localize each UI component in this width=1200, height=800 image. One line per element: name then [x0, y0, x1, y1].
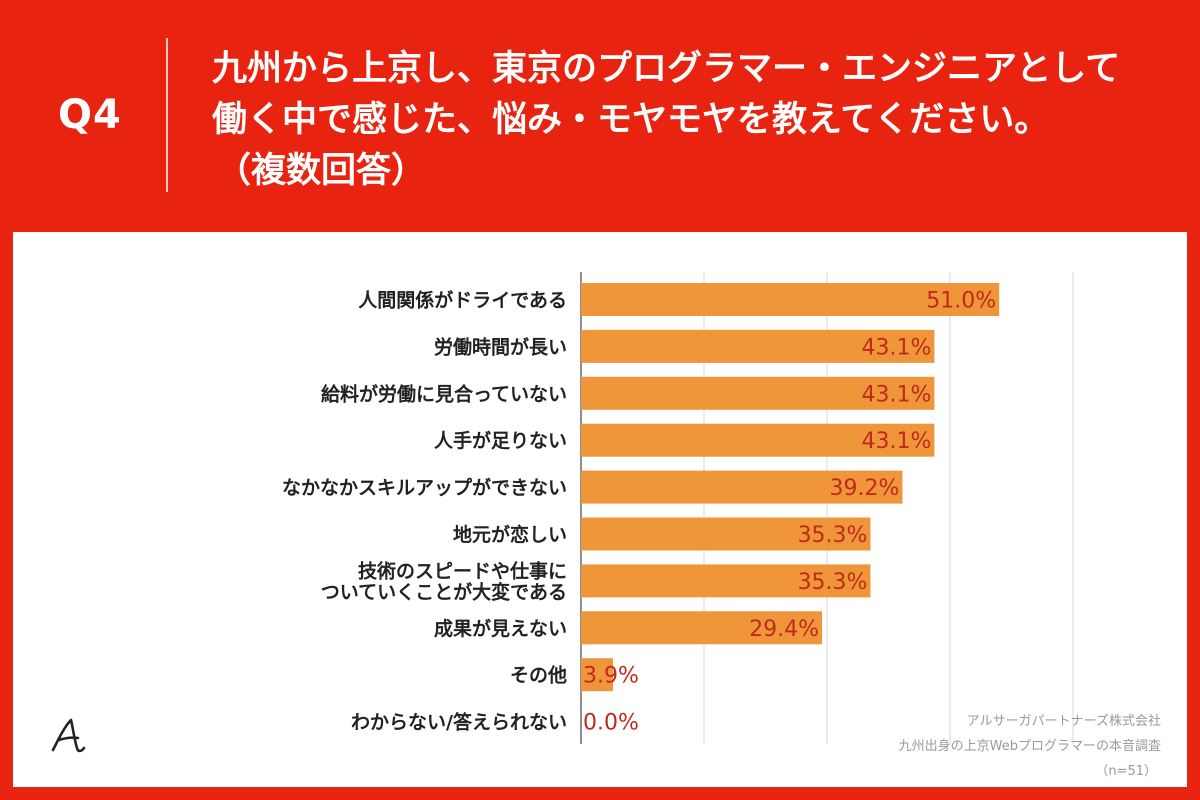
value-label: 43.1%: [862, 382, 932, 407]
category-label: 成果が見えない: [434, 617, 567, 640]
category-label: わからない/答えられない: [351, 711, 567, 734]
category-label: 人間関係がドライである: [358, 289, 567, 312]
value-label: 35.3%: [798, 523, 868, 548]
category-label: 技術のスピードや仕事についていくことが大変である: [321, 559, 567, 603]
bar: [581, 329, 935, 363]
value-label: 29.4%: [749, 617, 819, 642]
bar: [581, 423, 935, 457]
category-label: 人手が足りない: [434, 429, 567, 452]
question-header: Q4 九州から上京し、東京のプログラマー・エンジニアとして 働く中で感じた、悩み…: [0, 0, 1200, 232]
question-title-line-3: （複数回答）: [216, 151, 427, 191]
bar-chart: 人間関係がドライである労働時間が長い給料が労働に見合っていない人手が足りないなか…: [282, 272, 1074, 744]
category-label: なかなかスキルアップができない: [282, 476, 567, 499]
bar: [581, 470, 903, 504]
value-label: 39.2%: [830, 476, 900, 501]
category-labels: 人間関係がドライである労働時間が長い給料が労働に見合っていない人手が足りないなか…: [282, 289, 567, 734]
bar: [581, 611, 823, 645]
category-label-line: わからない/答えられない: [351, 711, 567, 734]
bar: [581, 564, 871, 598]
bar: [581, 658, 613, 692]
value-label: 3.9%: [583, 664, 639, 689]
credit-company: アルサーガパートナーズ株式会社: [966, 714, 1161, 729]
question-number: Q4: [58, 92, 122, 138]
category-label-line: その他: [510, 664, 567, 687]
bar: [581, 376, 935, 410]
category-label-line: 労働時間が長い: [434, 335, 567, 358]
arsaga-logo-icon: [51, 718, 86, 753]
category-label-line: 技術のスピードや仕事に: [358, 559, 567, 582]
category-label-line: なかなかスキルアップができない: [282, 476, 567, 499]
bar: [581, 517, 871, 551]
category-label-line: 人間関係がドライである: [358, 289, 567, 312]
category-label: 給料が労働に見合っていない: [321, 382, 567, 405]
category-label-line: 地元が恋しい: [453, 523, 567, 546]
bars: [581, 283, 1000, 692]
category-label: 地元が恋しい: [453, 523, 567, 546]
header-divider: [166, 38, 168, 192]
chart-panel: 人間関係がドライである労働時間が長い給料が労働に見合っていない人手が足りないなか…: [13, 232, 1187, 787]
value-label: 35.3%: [798, 570, 868, 595]
category-label-line: ついていくことが大変である: [321, 580, 567, 603]
category-label: 労働時間が長い: [434, 335, 567, 358]
value-label: 0.0%: [583, 711, 639, 736]
value-label: 51.0%: [926, 289, 996, 314]
value-label: 43.1%: [862, 335, 932, 360]
category-label-line: 給料が労働に見合っていない: [321, 382, 567, 405]
category-label-line: 人手が足りない: [434, 429, 567, 452]
category-label-line: 成果が見えない: [434, 617, 567, 640]
question-title: 九州から上京し、東京のプログラマー・エンジニアとして 働く中で感じた、悩み・モヤ…: [212, 44, 1172, 197]
credit-survey: 九州出身の上京Webプログラマーの本音調査: [898, 739, 1161, 754]
question-title-line-1: 九州から上京し、東京のプログラマー・エンジニアとして: [212, 49, 1121, 89]
value-labels: 51.0% 43.1% 43.1% 43.1% 39.2% 35.3% 35.3% 29.4%…: [583, 289, 996, 736]
value-label: 43.1%: [862, 429, 932, 454]
credit-sample: （n=51）: [1095, 764, 1157, 779]
question-title-line-2: 働く中で感じた、悩み・モヤモヤを教えてください。: [212, 100, 1050, 140]
bar: [581, 283, 1000, 316]
category-label: その他: [510, 664, 567, 687]
